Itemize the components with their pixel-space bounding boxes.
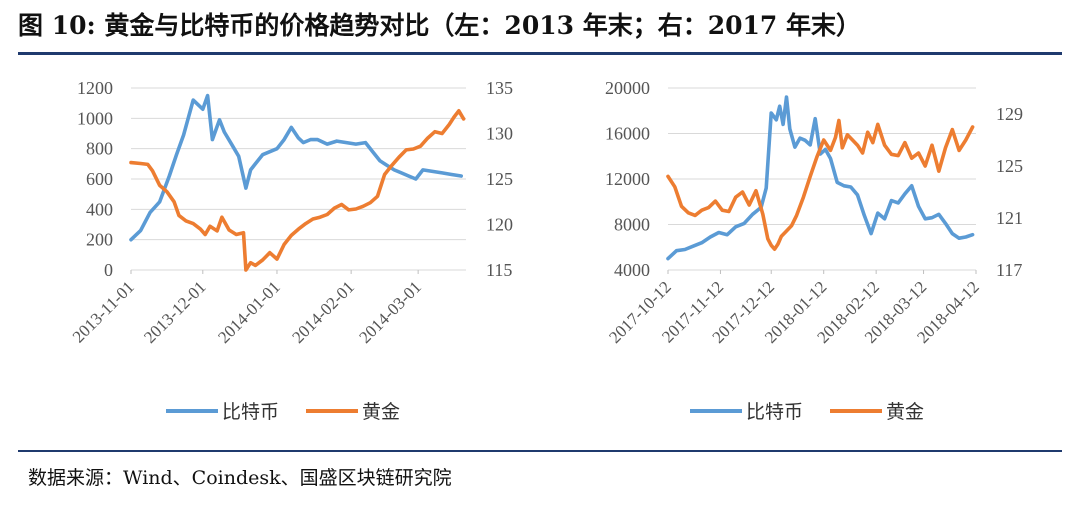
y-right-tick-label: 117	[996, 260, 1022, 280]
y-left-tick-label: 4000	[614, 260, 650, 280]
y-right-tick-label: 115	[486, 260, 512, 280]
legend-label: 黄金	[362, 401, 400, 423]
y-left-tick-label: 0	[104, 260, 113, 280]
figure-title: 图 10: 黄金与比特币的价格趋势对比（左：2013 年末；右：2017 年末）	[18, 11, 861, 40]
chart-right: 400080001200016000200001171211251292017-…	[605, 78, 1023, 423]
y-left-tick-label: 800	[86, 139, 113, 159]
gold-series-line	[666, 118, 975, 251]
y-right-tick-label: 125	[486, 169, 513, 189]
chart-left: 0 200 400 600 800 1000 1200 115 120 125 130 135 2013…	[69, 78, 513, 423]
y-right-tick-label: 120	[486, 215, 513, 235]
y-left-tick-label: 1200	[77, 78, 113, 98]
bitcoin-series-line	[129, 93, 464, 242]
y-left-tick-label: 1000	[77, 108, 113, 128]
x-tick-label: 2013-11-01	[69, 277, 138, 346]
x-tick-label: 2013-12-01	[140, 277, 210, 347]
x-tick-label: 2014-01-01	[214, 277, 284, 347]
bitcoin-series-line	[666, 95, 975, 261]
y-right-tick-label: 135	[486, 78, 513, 98]
y-right-tick-label: 121	[996, 208, 1023, 228]
y-right-tick-label: 125	[996, 156, 1023, 176]
y-left-tick-label: 20000	[605, 78, 650, 98]
y-left-tick-label: 16000	[605, 124, 650, 144]
x-tick-label: 2014-02-01	[288, 277, 358, 347]
y-right-tick-label: 129	[996, 104, 1023, 124]
source-note: 数据来源：Wind、Coindesk、国盛区块链研究院	[28, 467, 452, 489]
legend-label: 比特币	[746, 401, 803, 423]
y-right-tick-label: 130	[486, 124, 513, 144]
top-rule	[18, 52, 1062, 55]
legend-label: 黄金	[886, 401, 924, 423]
y-left-tick-label: 400	[86, 199, 113, 219]
gold-series-line	[129, 108, 466, 272]
y-left-tick-label: 12000	[605, 169, 650, 189]
legend-label: 比特币	[222, 401, 279, 423]
y-left-tick-label: 8000	[614, 215, 650, 235]
y-left-tick-label: 200	[86, 230, 113, 250]
x-tick-label: 2014-03-01	[355, 277, 425, 347]
bottom-rule	[18, 450, 1062, 452]
y-left-tick-label: 600	[86, 169, 113, 189]
